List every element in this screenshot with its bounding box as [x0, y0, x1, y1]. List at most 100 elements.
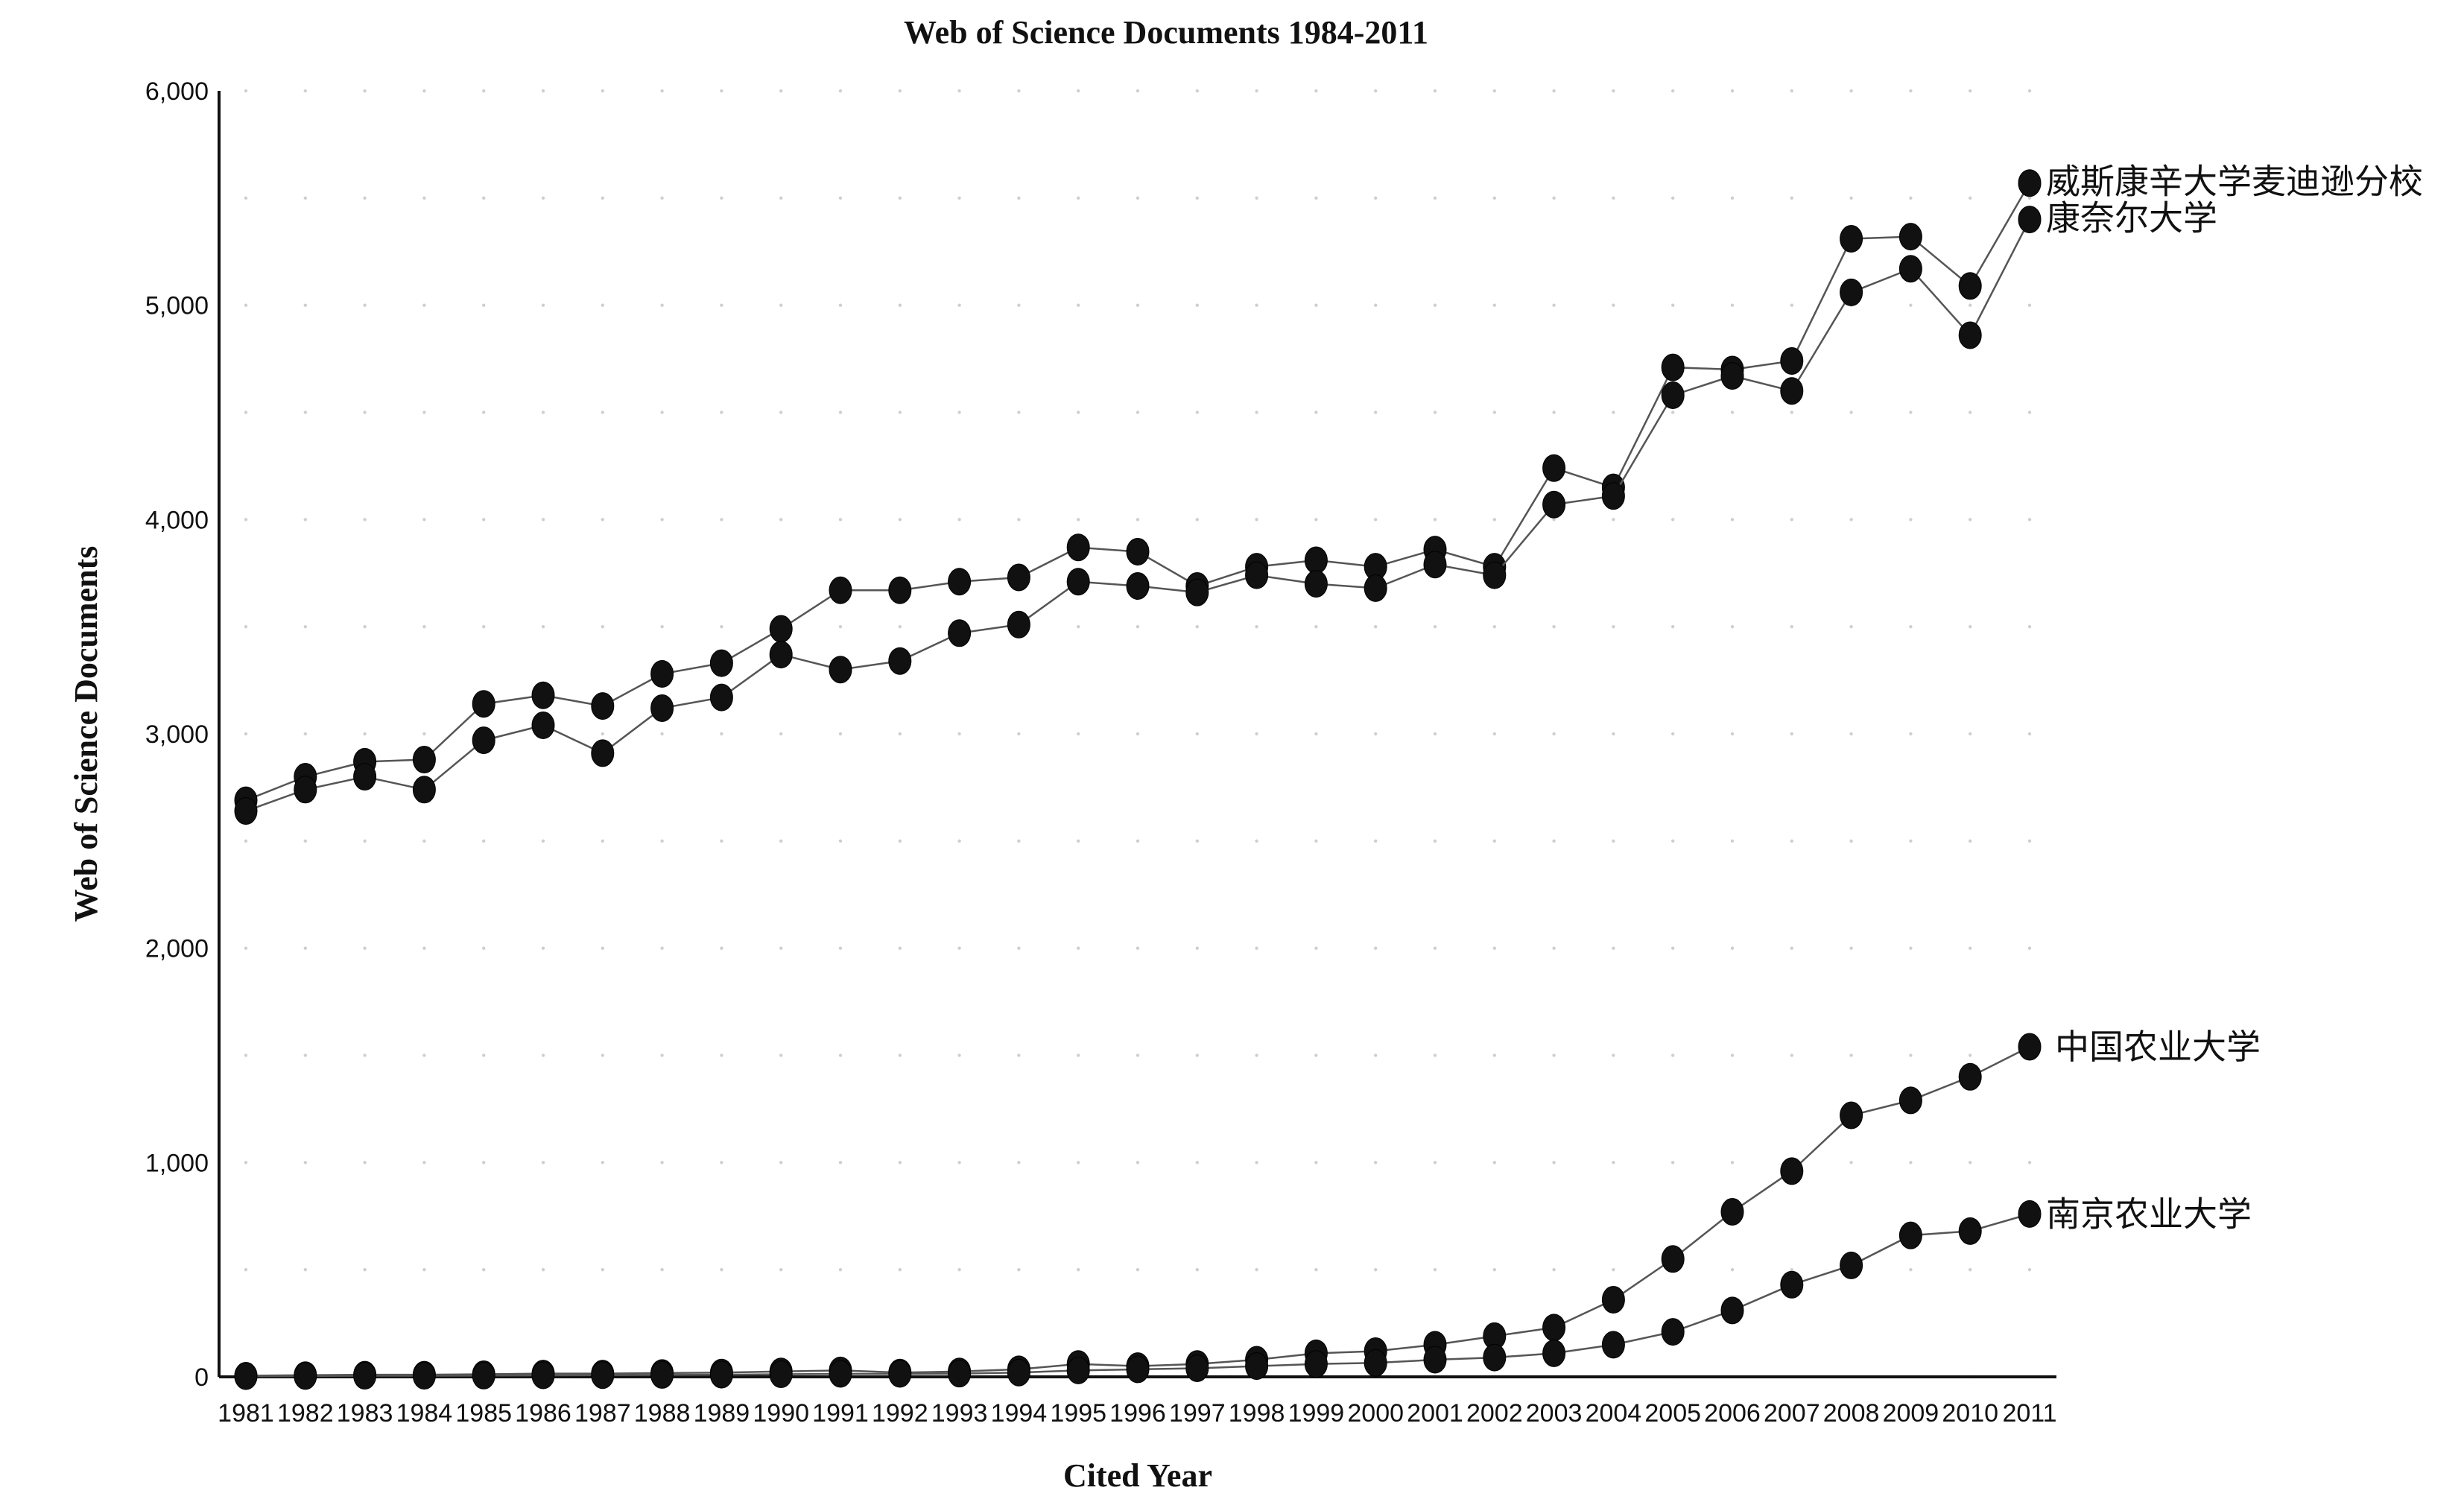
grid-dot — [1077, 1161, 1080, 1165]
grid-dot — [1492, 1054, 1497, 1057]
grid-dot — [779, 946, 783, 950]
x-tick-label: 1996 — [1109, 1399, 1166, 1428]
grid-dot — [601, 839, 604, 843]
data-point — [769, 641, 793, 669]
grid-dot — [1314, 732, 1318, 736]
grid-dot — [957, 303, 961, 307]
grid-dot — [957, 196, 961, 200]
grid-dot — [482, 518, 486, 522]
grid-dot — [363, 624, 367, 629]
grid-dot — [1909, 411, 1913, 414]
grid-dot — [720, 839, 723, 843]
grid-dot — [1077, 839, 1080, 843]
grid-dot — [720, 196, 723, 200]
grid-dot — [422, 518, 426, 522]
grid-dot — [1612, 518, 1615, 522]
data-point — [1364, 574, 1387, 602]
data-point — [472, 726, 495, 755]
data-point — [1720, 1197, 1744, 1226]
grid-dot — [601, 732, 604, 736]
grid-dot — [601, 518, 604, 522]
series-2 — [234, 1033, 2042, 1390]
data-point — [1661, 1318, 1685, 1346]
grid-dot — [1730, 411, 1735, 414]
grid-dot — [1314, 518, 1318, 522]
grid-dot — [482, 411, 486, 414]
grid-dot — [422, 196, 426, 200]
grid-dot — [898, 732, 902, 736]
grid-dot — [1849, 89, 1853, 93]
grid-dot — [1136, 1161, 1140, 1165]
grid-dot — [422, 946, 426, 950]
grid-dot — [244, 1161, 248, 1165]
grid-dot — [541, 518, 545, 522]
grid-dot — [482, 839, 486, 843]
y-tick-label: 3,000 — [145, 720, 209, 749]
grid-dot — [720, 411, 723, 414]
x-tick-label: 2004 — [1586, 1399, 1642, 1428]
grid-dot — [660, 518, 664, 522]
grid-dot — [1552, 411, 1556, 414]
grid-dot — [303, 732, 307, 736]
grid-dot — [1077, 518, 1080, 522]
grid-dot — [482, 946, 486, 950]
grid-dot — [422, 1161, 426, 1165]
grid-dot — [1017, 1161, 1021, 1165]
x-tick-label: 2006 — [1704, 1399, 1761, 1428]
grid-dot — [303, 624, 307, 629]
grid-dot — [422, 732, 426, 736]
grid-dot — [1255, 89, 1258, 93]
x-tick-label: 1990 — [753, 1399, 809, 1428]
grid-dot — [1909, 89, 1913, 93]
grid-dot — [1017, 1267, 1021, 1272]
grid-dot — [720, 624, 723, 629]
grid-dot — [541, 411, 545, 414]
grid-dot — [2027, 1161, 2032, 1165]
grid-dot — [1077, 1267, 1080, 1272]
grid-dot — [601, 89, 604, 93]
data-point — [1898, 223, 1922, 251]
grid-dot — [2027, 946, 2032, 950]
grid-dot — [720, 1161, 723, 1165]
grid-dot — [1077, 946, 1080, 950]
data-point — [1898, 1221, 1922, 1249]
grid-dot — [1314, 89, 1318, 93]
data-point — [1780, 1157, 1804, 1185]
grid-dot — [363, 303, 367, 307]
grid-dot — [1255, 196, 1258, 200]
x-tick-label: 1999 — [1288, 1399, 1345, 1428]
grid-dot — [1017, 732, 1021, 736]
grid-dot — [1612, 1054, 1615, 1057]
grid-dot — [1314, 411, 1318, 414]
grid-dot — [303, 839, 307, 843]
data-point — [1066, 568, 1090, 596]
grid-dot — [1849, 839, 1853, 843]
grid-dot — [1671, 732, 1675, 736]
data-point — [948, 619, 972, 647]
grid-dot — [601, 946, 604, 950]
grid-dot — [541, 89, 545, 93]
grid-dot — [363, 196, 367, 200]
grid-dot — [1552, 1267, 1556, 1272]
grid-dot — [303, 411, 307, 414]
data-point — [1066, 533, 1090, 562]
grid-dot — [1909, 946, 1913, 950]
grid-dot — [482, 624, 486, 629]
grid-dot — [1790, 89, 1793, 93]
x-tick-label: 1981 — [218, 1399, 274, 1428]
grid-dot — [1314, 196, 1318, 200]
x-tick-label: 1987 — [574, 1399, 631, 1428]
grid-dot — [1195, 411, 1200, 414]
x-tick-label: 2002 — [1466, 1399, 1523, 1428]
grid-dot — [1671, 1054, 1675, 1057]
x-tick-label: 1994 — [991, 1399, 1048, 1428]
grid-dot — [838, 1267, 843, 1272]
data-point — [1840, 224, 1863, 253]
grid-dot — [1255, 732, 1258, 736]
grid-dot — [1730, 1161, 1735, 1165]
grid-dot — [838, 411, 843, 414]
grid-dot — [363, 1161, 367, 1165]
grid-dot — [1730, 518, 1735, 522]
grid-dot — [1017, 518, 1021, 522]
grid-dot — [1552, 89, 1556, 93]
